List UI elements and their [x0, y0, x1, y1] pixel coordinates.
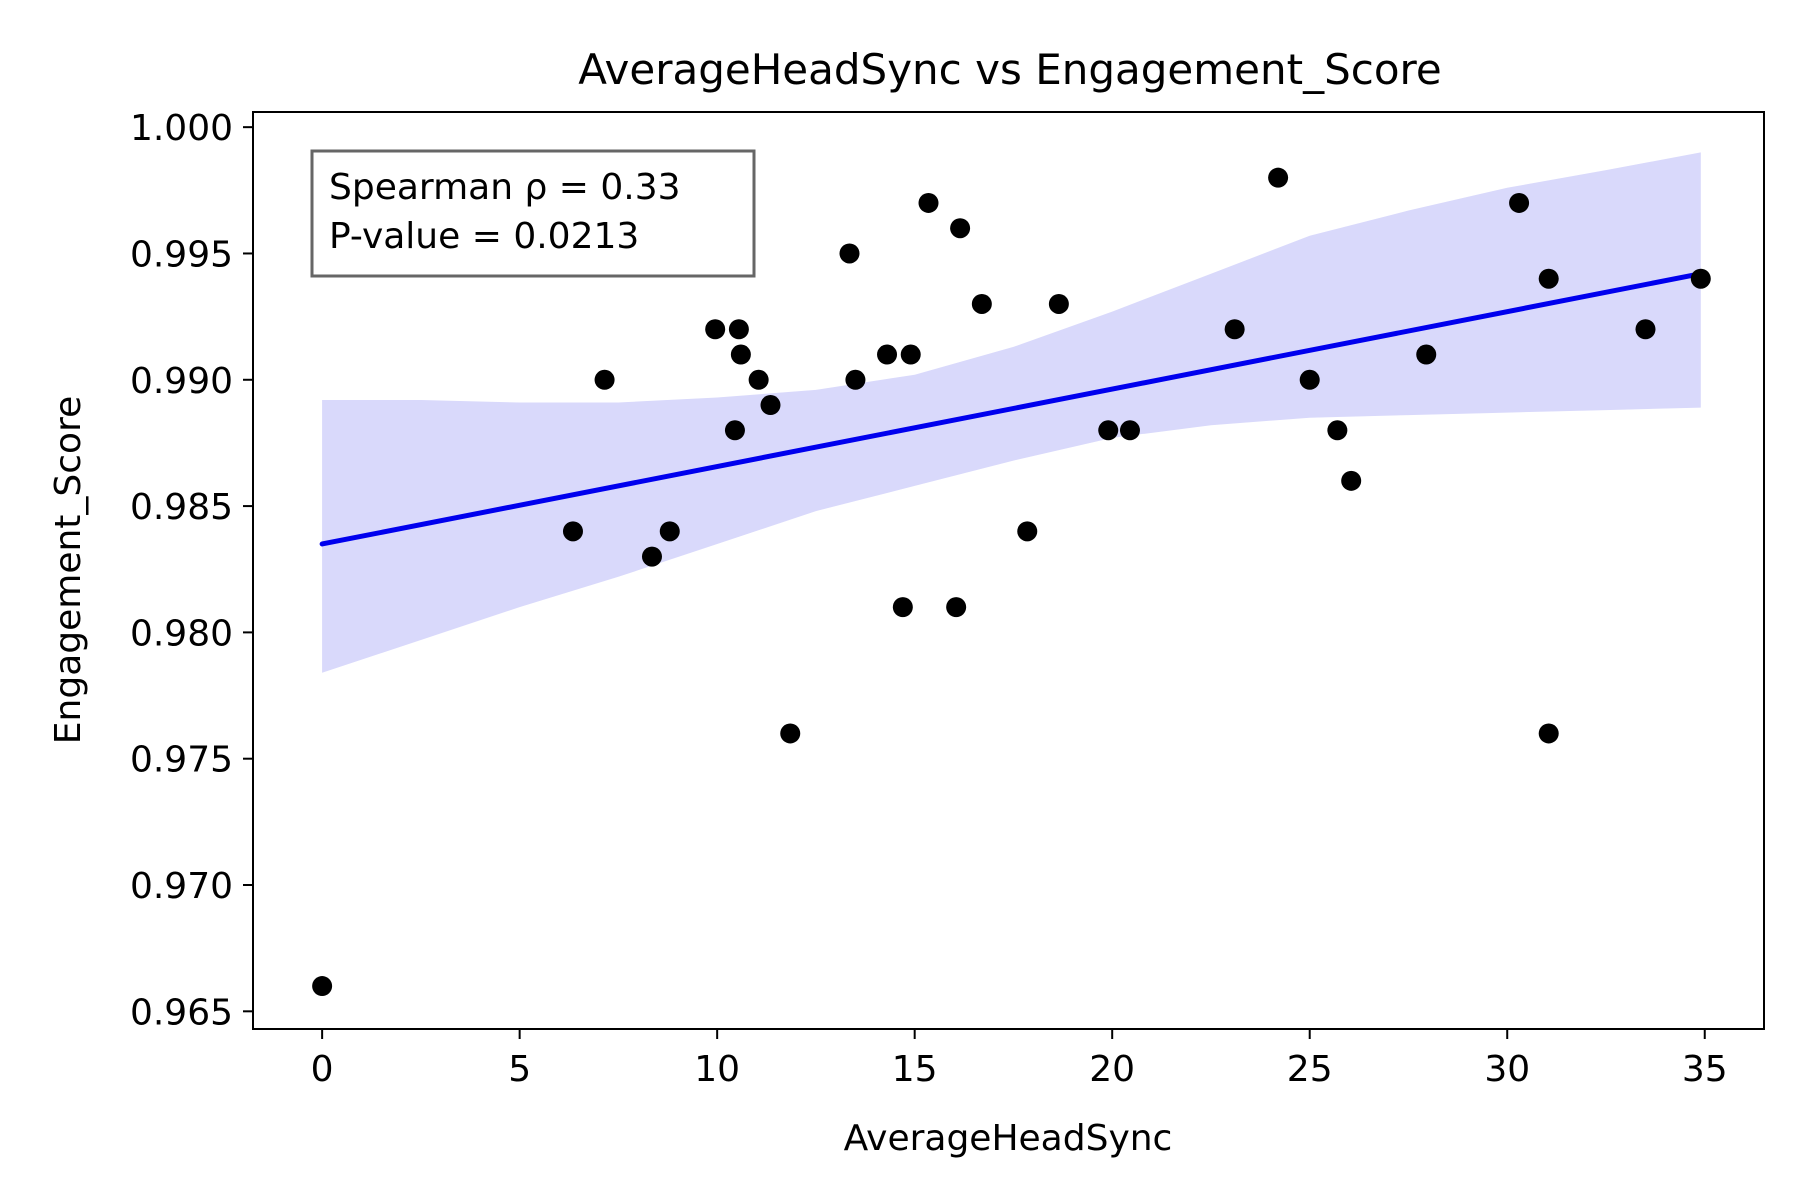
confidence-band: [322, 152, 1701, 673]
stats-annotation-box: [310, 149, 756, 278]
x-axis: 0 5 10 15 20 25 30 35: [311, 1029, 1728, 1090]
x-tick-label: 20: [1089, 1049, 1135, 1090]
data-point: [900, 344, 921, 365]
data-point: [1416, 344, 1437, 365]
data-point: [705, 319, 726, 340]
confidence-band-layer: [322, 152, 1701, 673]
data-point: [780, 723, 801, 744]
data-point: [1098, 420, 1119, 441]
y-tick-label: 0.965: [130, 992, 233, 1033]
data-point: [877, 344, 898, 365]
x-tick-label: 35: [1682, 1049, 1728, 1090]
data-point: [1327, 420, 1348, 441]
spearman-text: Spearman ρ = 0.33: [329, 167, 681, 208]
x-tick-label: 25: [1287, 1049, 1333, 1090]
data-point: [724, 420, 745, 441]
y-axis: 0.965 0.970 0.975 0.980 0.985 0.990 0.995 1.000: [130, 108, 253, 1033]
data-point: [748, 369, 769, 390]
data-point: [839, 243, 860, 264]
y-tick-label: 0.980: [130, 613, 233, 654]
y-tick-label: 0.970: [130, 866, 233, 907]
data-point: [892, 597, 913, 618]
x-tick-label: 30: [1484, 1049, 1530, 1090]
data-point: [562, 521, 583, 542]
data-point: [971, 293, 992, 314]
data-point: [918, 192, 939, 213]
data-point: [845, 369, 866, 390]
data-point: [1268, 167, 1289, 188]
data-point: [1048, 293, 1069, 314]
data-point: [594, 369, 615, 390]
data-point: [1509, 192, 1530, 213]
plot-area-frame: [252, 111, 1765, 1030]
y-tick-label: 0.995: [130, 234, 233, 275]
fit-line-layer: [319, 271, 1704, 547]
data-point: [760, 395, 781, 416]
data-point: [1224, 319, 1245, 340]
data-point: [950, 218, 971, 239]
stats-annotation: Spearman ρ = 0.33 P-value = 0.0213: [310, 149, 756, 278]
data-point: [728, 319, 749, 340]
regression-line: [319, 271, 1704, 547]
y-tick-label: 0.990: [130, 361, 233, 402]
y-axis-title: Engagement_Score: [48, 396, 89, 744]
y-tick-label: 0.985: [130, 487, 233, 528]
data-point: [1341, 470, 1362, 491]
x-tick-label: 0: [311, 1049, 334, 1090]
x-tick-label: 5: [508, 1049, 531, 1090]
data-point: [730, 344, 751, 365]
data-point: [946, 597, 967, 618]
x-tick-label: 15: [892, 1049, 938, 1090]
data-point: [1017, 521, 1038, 542]
x-axis-title: AverageHeadSync: [844, 1118, 1173, 1159]
data-point: [1119, 420, 1140, 441]
data-point: [1690, 268, 1711, 289]
data-point: [641, 546, 662, 567]
p-value-text: P-value = 0.0213: [329, 216, 639, 257]
y-tick-label: 1.000: [130, 108, 233, 149]
data-point: [659, 521, 680, 542]
data-point: [312, 976, 333, 997]
data-point: [1538, 723, 1559, 744]
y-tick-label: 0.975: [130, 740, 233, 781]
x-tick-label: 10: [694, 1049, 740, 1090]
data-point: [1538, 268, 1559, 289]
data-point: [1635, 319, 1656, 340]
points-layer: [312, 167, 1711, 997]
chart-title: AverageHeadSync vs Engagement_Score: [578, 45, 1441, 94]
data-point: [1299, 369, 1320, 390]
